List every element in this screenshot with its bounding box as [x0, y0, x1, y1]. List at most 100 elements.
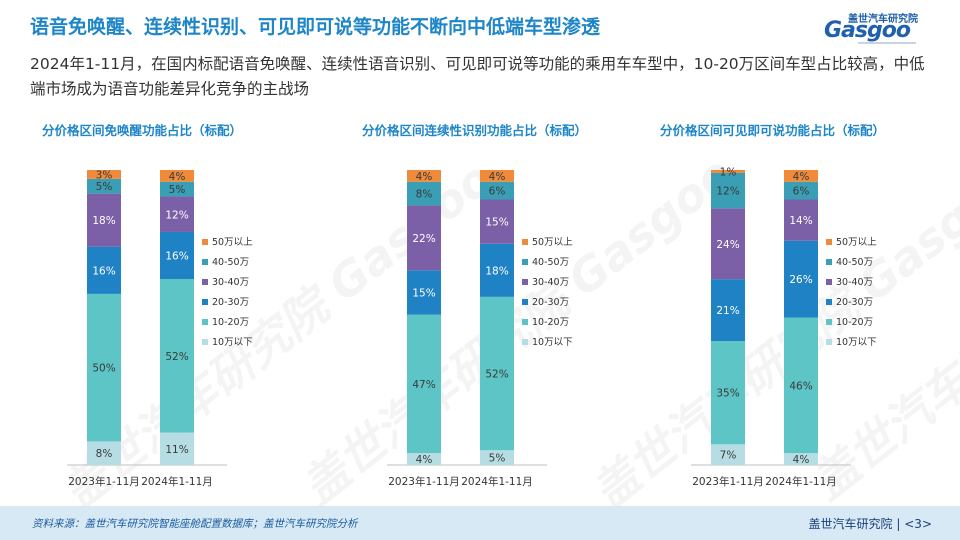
- legend-swatch: [826, 259, 832, 265]
- legend-label: 10-20万: [836, 317, 873, 328]
- legend-swatch: [202, 259, 208, 265]
- legend-label: 30-40万: [836, 277, 873, 288]
- data-label: 18%: [92, 215, 115, 227]
- data-label: 8%: [96, 448, 113, 460]
- data-label: 4%: [416, 171, 433, 183]
- bar-segment: [711, 172, 745, 209]
- data-label: 12%: [165, 209, 188, 221]
- bar-segment: [87, 170, 121, 179]
- legend-swatch: [202, 339, 208, 345]
- legend-label: 20-30万: [532, 297, 569, 308]
- bar-segment: [711, 341, 745, 445]
- data-label: 4%: [793, 171, 810, 183]
- legend-label: 30-40万: [212, 277, 249, 288]
- data-label: 4%: [489, 171, 506, 183]
- bar-segment: [160, 181, 194, 197]
- footer-org: 盖世汽车研究院: [808, 517, 893, 531]
- legend-swatch: [522, 279, 528, 285]
- bar-segment: [480, 450, 514, 465]
- bar-segment: [480, 181, 514, 200]
- data-label: 47%: [412, 379, 435, 391]
- legend-swatch: [202, 279, 208, 285]
- data-label: 8%: [416, 189, 433, 201]
- data-label: 4%: [416, 454, 433, 466]
- page-subtitle: 2024年1-11月，在国内标配语音免唤醒、连续性语音识别、可见即可说等功能的乘…: [30, 55, 925, 98]
- legend-swatch: [522, 259, 528, 265]
- bar-segment: [784, 181, 818, 200]
- legend-swatch: [522, 239, 528, 245]
- legend-label: 10-20万: [532, 317, 569, 328]
- bar-segment: [784, 317, 818, 454]
- legend-label: 40-50万: [212, 257, 249, 268]
- bar-segment: [87, 441, 121, 465]
- chart-2: 4% 47% 15% 22% 8% 4% 2023年1-11月 5% 52% 18% 15% 6% 4%…: [387, 170, 573, 488]
- data-label: 52%: [485, 369, 508, 381]
- chart-1: 8%50%16%18%5%3%2023年1-11月11%52%16%12%5%4…: [67, 169, 253, 488]
- footer-bar: [0, 506, 960, 540]
- data-label: 6%: [793, 186, 810, 198]
- bar-segment: [711, 208, 745, 280]
- bar-segment: [784, 453, 818, 465]
- data-label: 35%: [716, 388, 739, 400]
- data-label: 7%: [720, 450, 737, 462]
- legend-swatch: [826, 319, 832, 325]
- bar-segment: [87, 178, 121, 194]
- x-tick-label: 2023年1-11月: [692, 475, 764, 488]
- data-label: 12%: [716, 186, 739, 198]
- data-label: 22%: [412, 233, 435, 245]
- data-label: 18%: [485, 265, 508, 277]
- legend-label: 30-40万: [532, 277, 569, 288]
- x-tick-label: 2023年1-11月: [68, 475, 140, 488]
- legend-swatch: [522, 299, 528, 305]
- legend-swatch: [522, 319, 528, 325]
- data-label: 11%: [165, 444, 188, 456]
- bar-segment: [407, 453, 441, 465]
- legend-label: 40-50万: [836, 257, 873, 268]
- page-number: <3>: [904, 517, 932, 531]
- data-label: 5%: [96, 181, 113, 193]
- data-label: 16%: [92, 265, 115, 277]
- data-label: 16%: [165, 251, 188, 263]
- x-tick-label: 2024年1-11月: [765, 475, 837, 488]
- data-label: 50%: [92, 363, 115, 375]
- data-label: 5%: [489, 453, 506, 465]
- data-label: 4%: [169, 171, 186, 183]
- data-label: 46%: [789, 380, 812, 392]
- data-label: 14%: [789, 215, 812, 227]
- bar-segment: [784, 170, 818, 182]
- x-tick-label: 2024年1-11月: [461, 475, 533, 488]
- footer-divider: |: [896, 517, 905, 531]
- footer-right: 盖世汽车研究院 | <3>: [809, 515, 932, 532]
- bar-segment: [407, 205, 441, 271]
- legend-label: 10万以下: [836, 337, 877, 348]
- legend-label: 10万以下: [212, 337, 253, 348]
- legend-label: 40-50万: [532, 257, 569, 268]
- data-label: 52%: [165, 351, 188, 363]
- chart-1-title: 分价格区间免唤醒功能占比（标配）: [42, 123, 243, 138]
- legend-label: 10-20万: [212, 317, 249, 328]
- bar-segment: [407, 314, 441, 454]
- data-label: 5%: [169, 184, 186, 196]
- bar-segment: [160, 432, 194, 465]
- bar-segment: [407, 270, 441, 315]
- bar-segment: [480, 243, 514, 297]
- bar-segment: [87, 246, 121, 294]
- logo-text: Gasgoo: [824, 18, 911, 43]
- bar-segment: [160, 279, 194, 433]
- logo-brand: 盖世汽车研究院: [848, 14, 918, 25]
- logo-underline: [858, 42, 916, 44]
- chart-3-title: 分价格区间可见即可说功能占比（标配）: [660, 123, 886, 138]
- legend-swatch: [826, 279, 832, 285]
- data-label: 21%: [716, 305, 739, 317]
- data-label: 15%: [412, 287, 435, 299]
- bar-segment: [160, 196, 194, 232]
- bar-segment: [87, 293, 121, 442]
- bar-segment: [784, 240, 818, 318]
- x-tick-label: 2024年1-11月: [141, 475, 213, 488]
- data-label: 1%: [720, 166, 737, 178]
- data-label: 3%: [96, 169, 113, 181]
- legend-swatch: [202, 319, 208, 325]
- legend-label: 20-30万: [836, 297, 873, 308]
- legend-swatch: [202, 239, 208, 245]
- legend-label: 50万以上: [836, 237, 877, 248]
